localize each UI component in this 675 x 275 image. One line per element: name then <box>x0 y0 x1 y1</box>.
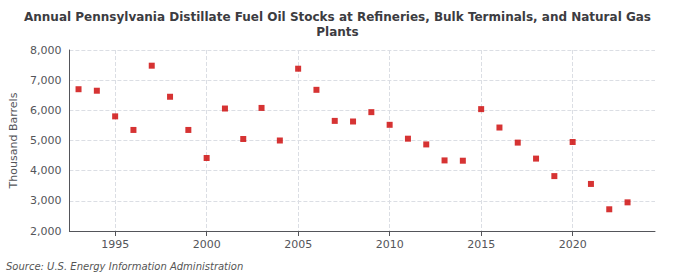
svg-text:6,000: 6,000 <box>30 104 62 117</box>
svg-text:4,000: 4,000 <box>30 164 62 177</box>
svg-text:Annual Pennsylvania Distillate: Annual Pennsylvania Distillate Fuel Oil … <box>24 10 651 24</box>
svg-text:Plants: Plants <box>316 25 358 39</box>
svg-text:8,000: 8,000 <box>30 44 62 57</box>
svg-text:Source: U.S. Energy Informatio: Source: U.S. Energy Information Administ… <box>6 261 243 272</box>
svg-text:Thousand Barrels: Thousand Barrels <box>7 92 20 189</box>
svg-text:3,000: 3,000 <box>30 194 62 207</box>
svg-text:2010: 2010 <box>376 238 404 251</box>
svg-text:2005: 2005 <box>284 238 312 251</box>
svg-text:2015: 2015 <box>467 238 495 251</box>
svg-text:5,000: 5,000 <box>30 134 62 147</box>
svg-text:2020: 2020 <box>559 238 587 251</box>
svg-text:1995: 1995 <box>101 238 129 251</box>
svg-text:2,000: 2,000 <box>30 225 62 238</box>
svg-text:7,000: 7,000 <box>30 74 62 87</box>
svg-text:2000: 2000 <box>193 238 221 251</box>
